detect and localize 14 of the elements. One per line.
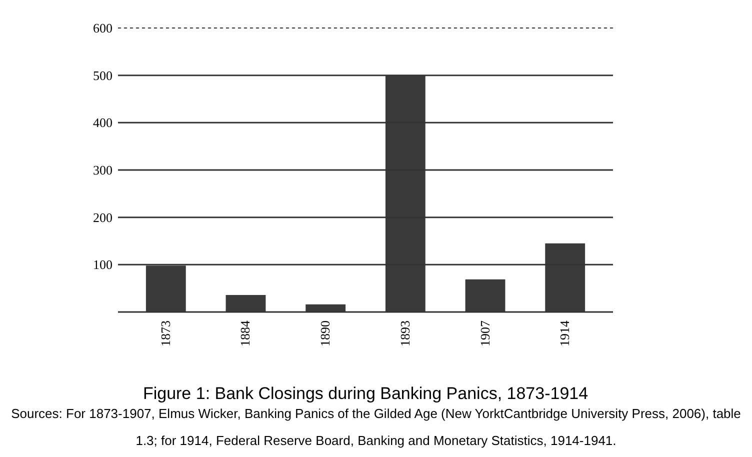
x-tick-label: 1873 [158, 320, 173, 346]
x-tick-label: 1884 [238, 320, 253, 346]
y-tick-label: 200 [93, 210, 112, 225]
y-tick-label: 300 [93, 162, 112, 178]
x-tick-label: 1907 [477, 320, 492, 346]
y-tick-label: 400 [93, 115, 112, 130]
y-tick-label: 100 [93, 257, 112, 272]
y-tick-label: 600 [93, 20, 112, 36]
x-tick-label: 1914 [557, 320, 572, 346]
x-tick-label: 1890 [318, 320, 333, 346]
x-tick-label: 1893 [397, 320, 412, 346]
text: Figure 1: Bank Closings during Banking Panics, 1873-1914 [142, 384, 588, 403]
source-note: Sources: For 1873-1907, Elmus Wicker, Banking Panics of the Gilded Age (New YorktCantbridge University Press, 2006), table 1.3; for 1914, Federal Reserve Board, Banking and Monetary Statistics, 1914-1941. [11, 406, 741, 448]
y-tick-label: 500 [93, 68, 112, 83]
